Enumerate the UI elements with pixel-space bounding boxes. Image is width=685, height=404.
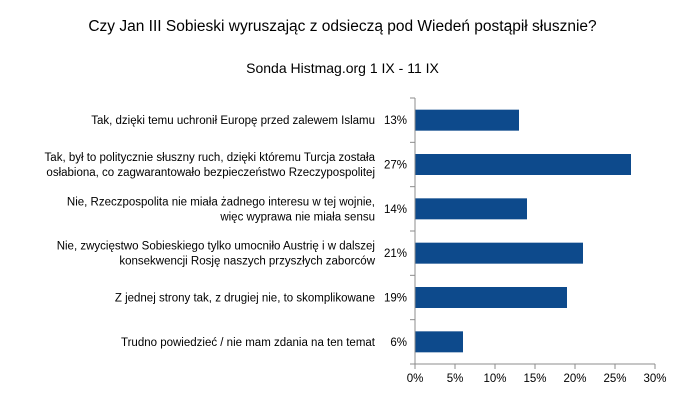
bars-layer	[415, 109, 631, 353]
x-tick-label-0%: 0%	[407, 373, 424, 385]
bar-4	[415, 242, 583, 264]
bar-1	[415, 109, 519, 131]
value-label-1: 13%	[384, 115, 407, 127]
x-tick-label-20%: 20%	[563, 373, 586, 385]
value-label-3: 14%	[384, 204, 407, 216]
x-tick-label-5%: 5%	[447, 373, 464, 385]
x-tick-label-10%: 10%	[483, 373, 506, 385]
x-tick-label-15%: 15%	[523, 373, 546, 385]
value-label-6: 6%	[390, 337, 407, 349]
category-label-2: Tak, był to politycznie słuszny ruch, dz…	[45, 152, 376, 179]
chart-subtitle: Sonda Histmag.org 1 IX - 11 IX	[246, 60, 439, 76]
bar-6	[415, 331, 463, 353]
value-labels: 13% 27% 14% 21% 19% 6%	[384, 115, 407, 349]
x-tick-label-30%: 30%	[643, 373, 666, 385]
x-tick-label-25%: 25%	[603, 373, 626, 385]
value-label-5: 19%	[384, 293, 407, 305]
value-label-2: 27%	[384, 160, 407, 172]
category-label-6: Trudno powiedzieć / nie mam zdania na te…	[121, 337, 376, 349]
x-axis: 0% 5% 10% 15% 20% 25% 30%	[407, 97, 667, 385]
value-label-4: 21%	[384, 248, 407, 260]
bar-3	[415, 198, 527, 220]
chart-title: Czy Jan III Sobieski wyruszając z odsiec…	[88, 18, 597, 35]
bar-5	[415, 287, 567, 308]
category-label-5: Z jednej strony tak, z drugiej nie, to s…	[115, 293, 375, 305]
bar-2	[415, 154, 631, 175]
category-label-4: Nie, zwycięstwo Sobieskiego tylko umocni…	[57, 241, 376, 268]
category-labels: Tak, dzięki temu uchronił Europę przed z…	[45, 115, 376, 349]
category-label-1: Tak, dzięki temu uchronił Europę przed z…	[91, 115, 375, 127]
category-label-3: Nie, Rzeczpospolita nie miała żadnego in…	[67, 196, 375, 223]
